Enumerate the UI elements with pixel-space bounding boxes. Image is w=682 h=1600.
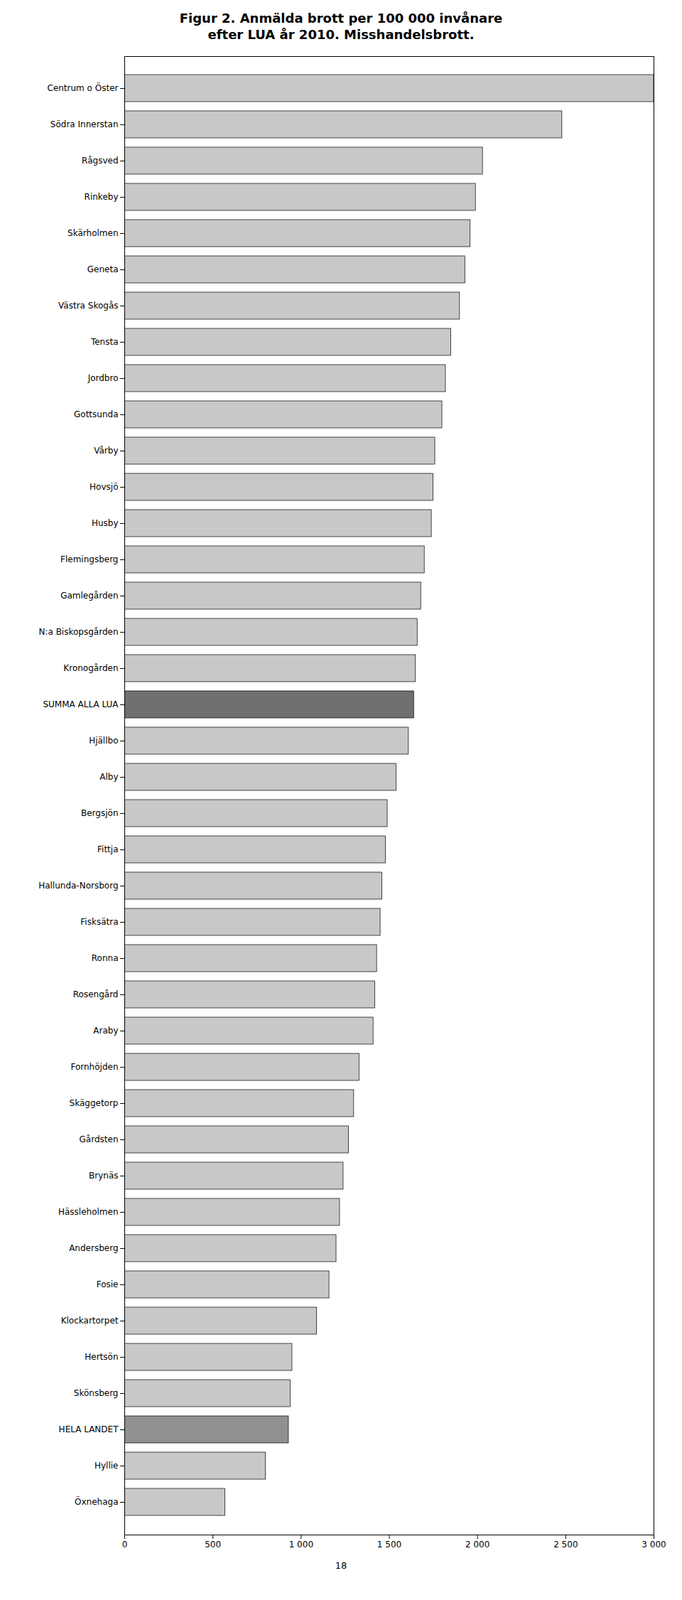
svg-text:Fosie: Fosie xyxy=(96,1278,119,1289)
svg-text:Vårby: Vårby xyxy=(93,445,118,456)
svg-text:Rinkeby: Rinkeby xyxy=(84,191,119,202)
svg-text:Gamlegården: Gamlegården xyxy=(60,590,118,601)
svg-text:2 500: 2 500 xyxy=(553,1538,578,1549)
svg-text:Hyllie: Hyllie xyxy=(94,1459,119,1470)
svg-text:Hässleholmen: Hässleholmen xyxy=(58,1206,119,1217)
svg-text:Hallunda-Norsborg: Hallunda-Norsborg xyxy=(38,880,118,891)
svg-text:Alby: Alby xyxy=(99,771,118,782)
svg-text:Tensta: Tensta xyxy=(90,336,119,347)
svg-text:Kronogården: Kronogården xyxy=(63,662,118,673)
svg-text:Klockartorpet: Klockartorpet xyxy=(61,1314,119,1325)
svg-text:Västra Skogås: Västra Skogås xyxy=(58,300,118,311)
svg-text:Rosengård: Rosengård xyxy=(73,988,119,999)
svg-text:Jordbro: Jordbro xyxy=(87,372,119,383)
svg-text:Hjällbo: Hjällbo xyxy=(88,735,118,746)
svg-text:Ronna: Ronna xyxy=(91,952,119,963)
svg-text:Brynäs: Brynäs xyxy=(88,1170,118,1181)
svg-text:Flemingsberg: Flemingsberg xyxy=(60,554,118,565)
svg-text:Hertsön: Hertsön xyxy=(84,1351,118,1362)
svg-text:Hovsjö: Hovsjö xyxy=(89,481,118,492)
svg-text:0: 0 xyxy=(122,1538,128,1549)
svg-text:Fittja: Fittja xyxy=(97,843,118,854)
svg-text:1 000: 1 000 xyxy=(289,1538,314,1549)
svg-text:2 000: 2 000 xyxy=(465,1538,490,1549)
svg-text:Araby: Araby xyxy=(93,1025,118,1036)
svg-text:HELA LANDET: HELA LANDET xyxy=(58,1423,120,1434)
svg-text:1 500: 1 500 xyxy=(377,1538,402,1549)
svg-text:Skäggetorp: Skäggetorp xyxy=(69,1097,119,1108)
svg-text:3 000: 3 000 xyxy=(641,1538,666,1549)
svg-text:Husby: Husby xyxy=(91,517,119,528)
svg-text:Bergsjön: Bergsjön xyxy=(80,807,119,818)
svg-text:SUMMA ALLA LUA: SUMMA ALLA LUA xyxy=(42,699,119,709)
svg-text:Rågsved: Rågsved xyxy=(81,155,118,166)
svg-text:N:a Biskopsgården: N:a Biskopsgården xyxy=(38,626,118,637)
svg-text:Gårdsten: Gårdsten xyxy=(79,1133,119,1144)
svg-text:Gottsunda: Gottsunda xyxy=(73,409,118,420)
svg-text:Geneta: Geneta xyxy=(87,264,119,275)
html-text:Figur 2. Anmälda brott per 100: Figur 2. Anmälda brott per 100 000 invån… xyxy=(179,10,503,43)
svg-text:Skönsberg: Skönsberg xyxy=(73,1387,119,1398)
svg-text:Fisksätra: Fisksätra xyxy=(80,916,118,927)
svg-text:Andersberg: Andersberg xyxy=(68,1242,118,1253)
svg-text:Fornhöjden: Fornhöjden xyxy=(70,1061,118,1072)
svg-text:500: 500 xyxy=(204,1538,221,1549)
svg-text:Öxnehaga: Öxnehaga xyxy=(74,1494,118,1507)
svg-text:Södra Innerstan: Södra Innerstan xyxy=(50,119,119,130)
html-text:18: 18 xyxy=(335,1559,347,1570)
svg-text:Centrum o Öster: Centrum o Öster xyxy=(47,81,119,94)
svg-text:Skärholmen: Skärholmen xyxy=(67,228,118,238)
